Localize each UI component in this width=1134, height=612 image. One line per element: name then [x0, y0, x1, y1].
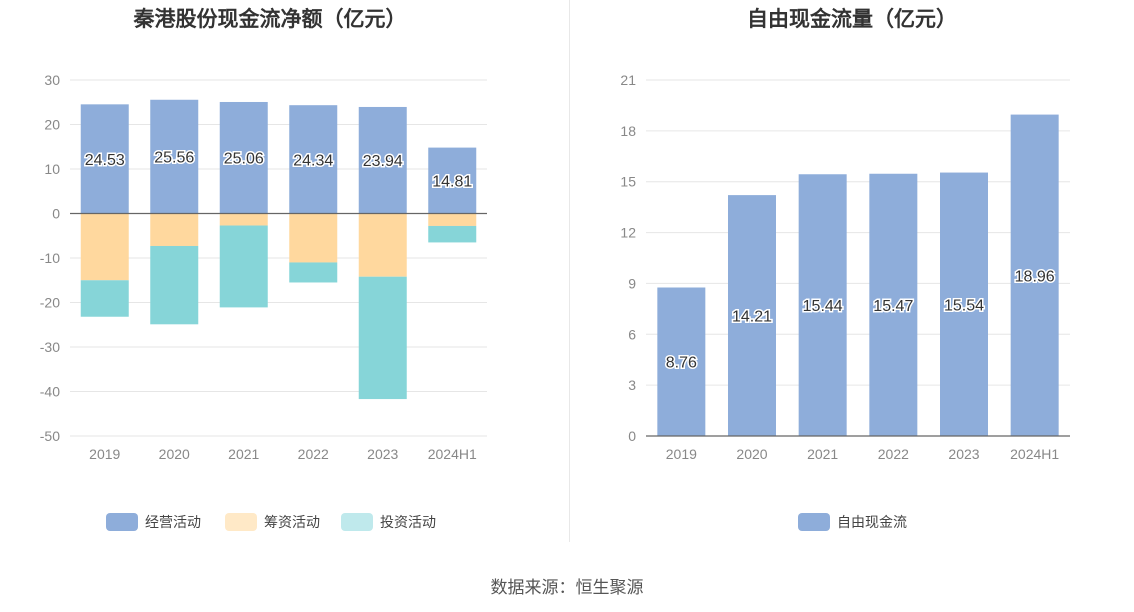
bar-operating: [150, 99, 199, 214]
bar-investing: [428, 225, 477, 243]
x-tick-label: 2022: [878, 446, 909, 462]
bar-investing: [358, 276, 407, 400]
y-tick-label: 0: [628, 428, 636, 444]
x-tick-label: 2020: [159, 446, 190, 462]
legend-label: 筹资活动: [264, 514, 320, 530]
legend-swatch: [341, 513, 373, 531]
data-label: 25.06: [224, 151, 264, 168]
bar-investing: [289, 262, 338, 283]
bar-free_cash_flow: [728, 195, 776, 436]
data-label: 8.76: [666, 355, 697, 372]
y-tick-label: 9: [628, 275, 636, 291]
bar-free_cash_flow: [940, 172, 988, 436]
cash-flow-net-chart: 秦港股份现金流净额（亿元） 30 20 10 0 -10 -20 -30 -40 -50 2019 2…: [40, 7, 487, 531]
legend-label: 经营活动: [145, 514, 201, 530]
bar-financing: [219, 213, 268, 226]
data-label: 24.34: [293, 152, 333, 169]
y-tick-label: 10: [44, 161, 60, 177]
data-label: 24.53: [85, 152, 125, 169]
data-label: 23.94: [363, 153, 403, 170]
bar-investing: [219, 225, 268, 308]
y-tick-label: 6: [628, 326, 636, 342]
y-tick-label: 15: [620, 174, 636, 190]
y-tick-label: -20: [40, 295, 60, 311]
data-label: 18.96: [1015, 268, 1055, 285]
bar-operating: [219, 101, 268, 214]
data-label: 15.54: [944, 297, 984, 314]
data-label: 15.47: [873, 298, 913, 315]
bar-financing: [80, 213, 129, 281]
bar-free_cash_flow: [657, 287, 706, 436]
y-tick-label: 12: [620, 225, 636, 241]
y-tick-label: 0: [52, 206, 60, 222]
x-tick-label: 2019: [89, 446, 120, 462]
y-tick-label: 18: [620, 123, 636, 139]
y-tick-label: -30: [40, 339, 60, 355]
bar-financing: [358, 213, 407, 277]
y-tick-label: -10: [40, 250, 60, 266]
bar-free_cash_flow: [1010, 114, 1059, 436]
data-label: 14.81: [432, 174, 472, 191]
legend-swatch: [798, 513, 830, 531]
legend-swatch: [225, 513, 257, 531]
x-tick-label: 2024H1: [1010, 446, 1059, 462]
x-tick-label: 2020: [736, 446, 767, 462]
x-tick-label: 2024H1: [428, 446, 477, 462]
x-tick-label: 2021: [228, 446, 259, 462]
bar-operating: [80, 104, 129, 214]
bar-free_cash_flow: [869, 173, 918, 436]
x-tick-label: 2019: [666, 446, 697, 462]
bar-investing: [150, 245, 199, 325]
bar-operating: [428, 147, 477, 214]
x-tick-label: 2023: [367, 446, 398, 462]
bar-financing: [150, 213, 199, 246]
y-tick-label: 20: [44, 117, 60, 133]
legend-swatch: [106, 513, 138, 531]
legend-label: 自由现金流: [837, 514, 907, 530]
data-label: 15.44: [803, 298, 843, 315]
x-tick-label: 2022: [298, 446, 329, 462]
data-label: 25.56: [154, 150, 194, 167]
chart-divider: [569, 0, 570, 542]
free-cash-flow-chart: 自由现金流量（亿元） 21 18 15 12 9 6 3 0 2019 2020 2021 2022 20…: [620, 7, 1070, 531]
x-tick-label: 2023: [948, 446, 979, 462]
data-label: 14.21: [732, 309, 772, 326]
bar-financing: [289, 213, 338, 263]
bar-free_cash_flow: [798, 174, 847, 436]
legend-label: 投资活动: [380, 514, 436, 530]
chart-title: 自由现金流量（亿元）: [747, 7, 957, 31]
y-tick-label: 3: [628, 377, 636, 393]
bar-operating: [358, 106, 407, 214]
data-source: 数据来源：恒生聚源: [490, 578, 644, 597]
y-tick-label: 30: [44, 72, 60, 88]
chart-title: 秦港股份现金流净额（亿元）: [133, 7, 407, 31]
y-tick-label: -40: [40, 384, 60, 400]
bar-investing: [80, 280, 129, 317]
y-tick-label: -50: [40, 428, 60, 444]
bar-financing: [428, 213, 477, 226]
y-tick-label: 21: [620, 72, 636, 88]
x-tick-label: 2021: [807, 446, 838, 462]
bar-operating: [289, 105, 338, 214]
